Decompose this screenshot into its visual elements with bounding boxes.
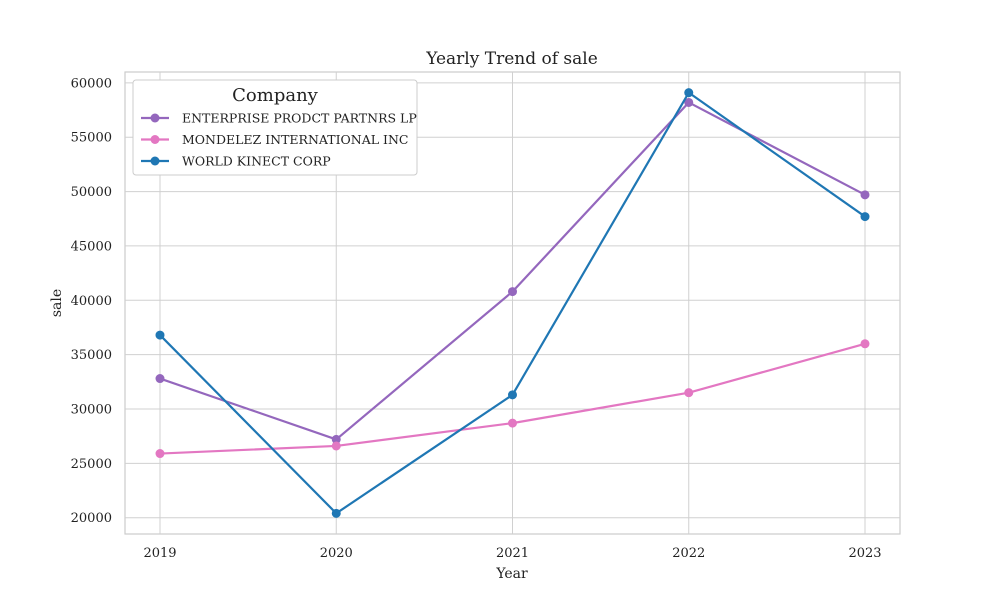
legend-swatch-marker xyxy=(150,156,160,166)
data-point xyxy=(331,441,341,451)
data-point xyxy=(331,508,341,518)
chart-title: Yearly Trend of sale xyxy=(425,49,598,69)
data-point xyxy=(155,374,165,384)
data-point xyxy=(860,190,870,200)
data-point xyxy=(155,449,165,459)
x-tick-label: 2019 xyxy=(143,546,176,561)
y-tick-label: 40000 xyxy=(71,294,112,309)
data-point xyxy=(155,330,165,340)
x-tick-label: 2022 xyxy=(672,546,705,561)
legend-title: Company xyxy=(232,85,319,106)
data-point xyxy=(684,388,694,398)
x-tick-label: 2023 xyxy=(848,546,881,561)
x-tick-label: 2020 xyxy=(320,546,353,561)
series-layer xyxy=(155,88,870,518)
legend-label: MONDELEZ INTERNATIONAL INC xyxy=(182,132,408,147)
series-group xyxy=(155,339,870,459)
y-tick-label: 55000 xyxy=(71,131,112,146)
data-point xyxy=(508,287,517,297)
x-tick-label: 2021 xyxy=(496,546,529,561)
y-tick-label: 30000 xyxy=(71,402,112,417)
legend-items: ENTERPRISE PRODCT PARTNRS LP MONDELEZ INT… xyxy=(141,111,417,169)
legend-label: WORLD KINECT CORP xyxy=(182,154,331,169)
series-group xyxy=(155,88,870,518)
y-tick-label: 45000 xyxy=(71,239,112,254)
data-point xyxy=(684,97,694,107)
legend-item: MONDELEZ INTERNATIONAL INC xyxy=(141,132,408,147)
y-tick-label: 25000 xyxy=(71,457,112,472)
data-point xyxy=(331,434,341,444)
data-point xyxy=(684,88,694,98)
legend-item: ENTERPRISE PRODCT PARTNRS LP xyxy=(141,111,417,126)
legend-label: ENTERPRISE PRODCT PARTNRS LP xyxy=(182,111,417,126)
y-tick-label: 35000 xyxy=(71,348,112,363)
y-tick-label: 60000 xyxy=(71,76,112,91)
data-point xyxy=(508,418,517,428)
y-axis-title: sale xyxy=(49,289,65,317)
legend-box xyxy=(132,79,418,176)
legend: Company ENTERPRISE PRODCT PARTNRS LP MOND… xyxy=(132,79,418,176)
y-tick-label: 50000 xyxy=(71,185,112,200)
tick-labels: 2019 2020 2021 2022 2023 20000 25000 30000 35000… xyxy=(71,76,882,561)
data-point xyxy=(860,339,870,349)
data-point xyxy=(508,390,517,400)
legend-swatch-marker xyxy=(150,135,160,144)
legend-item: WORLD KINECT CORP xyxy=(141,154,331,169)
data-point xyxy=(860,212,870,222)
legend-swatch-marker xyxy=(150,113,160,123)
x-axis-title: Year xyxy=(495,566,528,582)
y-tick-label: 20000 xyxy=(71,511,112,526)
